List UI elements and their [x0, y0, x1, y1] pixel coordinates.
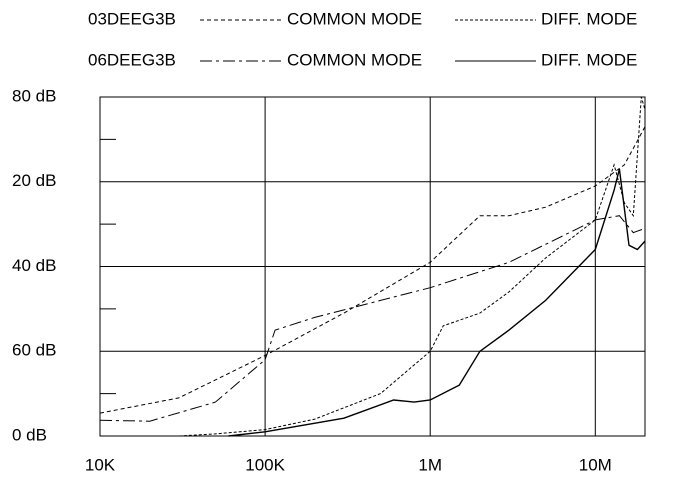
series-line: [178, 96, 646, 437]
legend-label: COMMON MODE: [287, 9, 422, 28]
y-tick-label: 20 dB: [12, 171, 56, 190]
legend-label: COMMON MODE: [287, 50, 422, 69]
legend-group: 06DEEG3B: [88, 50, 176, 69]
legend-group: 03DEEG3B: [88, 9, 176, 28]
x-tick-label: 100K: [245, 455, 285, 474]
x-tick-label: 10M: [579, 455, 612, 474]
x-tick-label: 1M: [418, 455, 442, 474]
legend-label: DIFF. MODE: [541, 9, 637, 28]
x-tick-label: 10K: [85, 455, 116, 474]
series-line: [99, 126, 646, 414]
y-tick-label: 60 dB: [12, 341, 56, 360]
series-line: [99, 215, 646, 422]
y-tick-label: 0 dB: [12, 425, 47, 444]
legend-label: DIFF. MODE: [541, 50, 637, 69]
plot-frame: [99, 96, 646, 437]
y-tick-label: 40 dB: [12, 256, 56, 275]
y-tick-label: 80 dB: [12, 86, 56, 105]
series-line: [228, 168, 646, 437]
